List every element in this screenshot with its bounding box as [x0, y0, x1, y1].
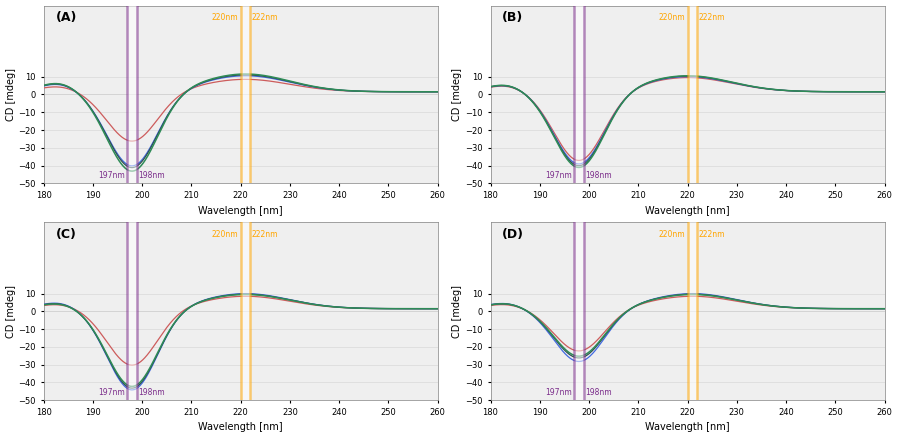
Bar	[241, 214, 251, 409]
X-axis label: Wavelength [nm]: Wavelength [nm]	[198, 205, 283, 215]
Text: 198nm: 198nm	[138, 388, 165, 397]
Bar	[574, 0, 584, 192]
Text: 222nm: 222nm	[252, 13, 278, 21]
X-axis label: Wavelength [nm]: Wavelength [nm]	[198, 422, 283, 432]
Y-axis label: CD [mdeg]: CD [mdeg]	[5, 68, 15, 121]
Y-axis label: CD [mdeg]: CD [mdeg]	[5, 285, 15, 338]
Text: 198nm: 198nm	[585, 171, 612, 180]
Text: 222nm: 222nm	[252, 230, 278, 239]
Text: 222nm: 222nm	[699, 13, 726, 21]
Text: 220nm: 220nm	[212, 230, 238, 239]
Text: 220nm: 220nm	[658, 13, 685, 21]
Text: 198nm: 198nm	[585, 388, 612, 397]
Text: (D): (D)	[502, 228, 524, 241]
Text: 220nm: 220nm	[658, 230, 685, 239]
Text: 222nm: 222nm	[699, 230, 726, 239]
Bar	[688, 0, 698, 192]
Bar	[241, 0, 251, 192]
Bar	[688, 214, 698, 409]
X-axis label: Wavelength [nm]: Wavelength [nm]	[645, 205, 730, 215]
Text: (A): (A)	[56, 11, 77, 24]
Bar	[574, 214, 584, 409]
Text: 198nm: 198nm	[138, 171, 165, 180]
Text: (C): (C)	[56, 228, 76, 241]
X-axis label: Wavelength [nm]: Wavelength [nm]	[645, 422, 730, 432]
Y-axis label: CD [mdeg]: CD [mdeg]	[453, 285, 462, 338]
Y-axis label: CD [mdeg]: CD [mdeg]	[453, 68, 462, 121]
Text: 197nm: 197nm	[545, 171, 572, 180]
Text: 220nm: 220nm	[212, 13, 238, 21]
Text: 197nm: 197nm	[98, 171, 125, 180]
Text: 197nm: 197nm	[545, 388, 572, 397]
Text: (B): (B)	[502, 11, 524, 24]
Bar	[128, 214, 137, 409]
Text: 197nm: 197nm	[98, 388, 125, 397]
Bar	[128, 0, 137, 192]
